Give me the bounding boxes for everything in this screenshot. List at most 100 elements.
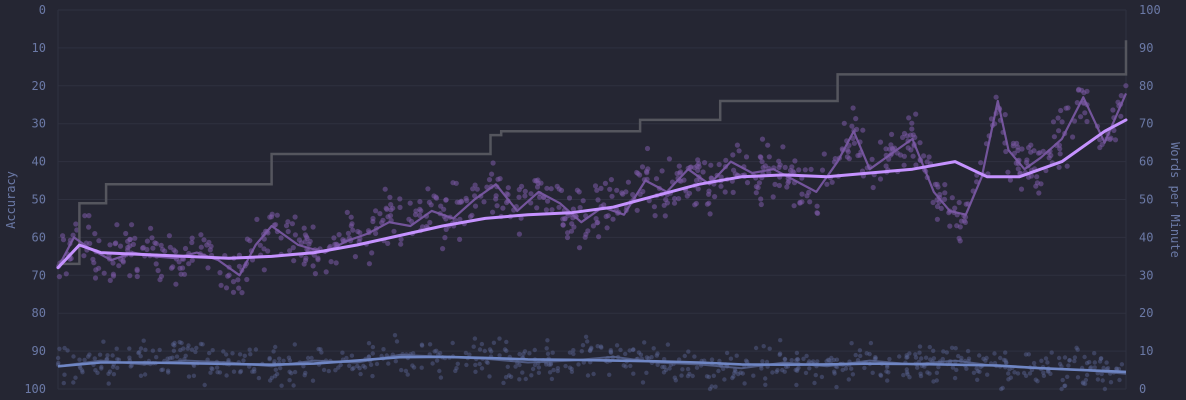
- wpm-point: [472, 182, 478, 188]
- wpm-point: [1046, 155, 1052, 161]
- accuracy-point: [728, 356, 734, 361]
- wpm-point: [630, 192, 636, 198]
- wpm-point: [269, 211, 275, 217]
- wpm-point: [574, 187, 581, 193]
- accuracy-point: [309, 355, 314, 361]
- accuracy-point: [253, 347, 259, 352]
- accuracy-point: [770, 370, 775, 375]
- accuracy-point: [1006, 371, 1011, 376]
- wpm-point: [869, 156, 875, 162]
- accuracy-point: [224, 373, 229, 378]
- accuracy-point: [316, 346, 321, 352]
- accuracy-point: [840, 367, 845, 373]
- accuracy-point: [928, 357, 933, 362]
- wpm-point: [776, 182, 783, 189]
- accuracy-point: [238, 370, 243, 375]
- accuracy-point: [333, 368, 338, 373]
- accuracy-point: [1105, 366, 1111, 371]
- accuracy-point: [1041, 370, 1046, 375]
- accuracy-point: [210, 348, 215, 353]
- wpm-point: [957, 224, 963, 230]
- accuracy-point: [731, 374, 736, 379]
- wpm-point: [336, 232, 342, 238]
- wpm-point: [708, 162, 714, 168]
- accuracy-point: [913, 355, 919, 360]
- accuracy-point: [1083, 377, 1089, 383]
- accuracy-point: [336, 365, 341, 370]
- wpm-point: [653, 176, 660, 182]
- wpm-point: [387, 194, 393, 200]
- wpm-point: [824, 181, 830, 187]
- accuracy-point: [1060, 377, 1065, 383]
- accuracy-point: [661, 370, 667, 375]
- accuracy-point: [917, 344, 923, 349]
- accuracy-point: [1074, 345, 1079, 350]
- wpm-point: [1108, 135, 1114, 141]
- wpm-point: [672, 196, 678, 202]
- wpm-point: [1015, 166, 1021, 172]
- accuracy-point: [734, 353, 739, 358]
- accuracy-point: [956, 353, 961, 359]
- accuracy-point: [992, 351, 997, 356]
- accuracy-point: [78, 365, 83, 371]
- wpm-point: [1118, 113, 1124, 119]
- wpm-point: [1064, 163, 1070, 169]
- accuracy-point: [897, 354, 902, 359]
- accuracy-point: [555, 366, 561, 371]
- accuracy-point: [181, 346, 186, 351]
- wpm-point: [917, 140, 923, 146]
- accuracy-point: [479, 341, 485, 347]
- accuracy-point: [778, 338, 783, 343]
- right-tick-label: 20: [1139, 306, 1153, 320]
- wpm-point: [366, 261, 372, 267]
- accuracy-point: [292, 369, 298, 375]
- accuracy-point: [482, 348, 487, 354]
- wpm-point: [926, 154, 932, 160]
- accuracy-point: [434, 348, 439, 353]
- accuracy-point: [194, 345, 199, 351]
- accuracy-point: [607, 372, 612, 377]
- accuracy-point: [767, 346, 772, 351]
- wpm-point: [1079, 87, 1085, 93]
- wpm-point: [677, 170, 683, 176]
- accuracy-point: [171, 348, 177, 353]
- accuracy-point: [303, 370, 308, 376]
- accuracy-point: [111, 372, 117, 377]
- wpm-point: [127, 273, 133, 279]
- accuracy-point: [569, 369, 575, 374]
- wpm-point: [500, 205, 506, 211]
- wpm-point: [1051, 134, 1057, 140]
- wpm-point: [438, 203, 444, 209]
- accuracy-point: [138, 346, 144, 351]
- accuracy-point: [521, 351, 526, 356]
- wpm-point: [443, 216, 449, 222]
- accuracy-point: [1035, 379, 1040, 384]
- accuracy-point: [794, 358, 799, 363]
- accuracy-point: [522, 349, 528, 354]
- accuracy-point: [811, 359, 816, 364]
- wpm-point: [548, 186, 554, 192]
- left-tick-label: 90: [32, 344, 46, 358]
- accuracy-point: [1027, 371, 1033, 376]
- accuracy-point: [71, 354, 76, 359]
- accuracy-point: [71, 380, 76, 385]
- accuracy-point: [1062, 383, 1068, 388]
- accuracy-point: [544, 362, 549, 367]
- wpm-point: [304, 235, 310, 241]
- right-tick-label: 40: [1139, 230, 1153, 244]
- wpm-point: [312, 271, 318, 277]
- wpm-point: [766, 154, 772, 160]
- accuracy-point: [410, 363, 415, 368]
- wpm-point: [1112, 137, 1119, 143]
- wpm-point: [1082, 110, 1088, 116]
- accuracy-point: [491, 340, 497, 345]
- wpm-point: [505, 185, 511, 191]
- accuracy-point: [919, 356, 924, 361]
- wpm-point: [1019, 146, 1025, 152]
- wpm-point: [464, 198, 470, 204]
- accuracy-point: [419, 342, 425, 347]
- accuracy-point: [873, 356, 878, 361]
- wpm-point: [594, 187, 600, 193]
- wpm-point: [247, 238, 253, 244]
- accuracy-point: [628, 363, 633, 369]
